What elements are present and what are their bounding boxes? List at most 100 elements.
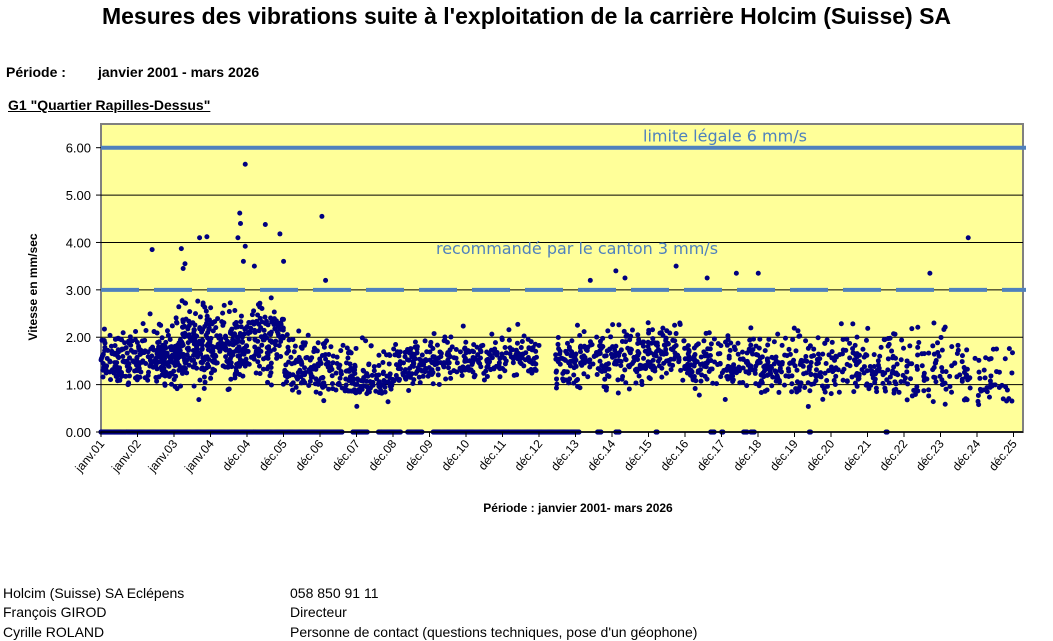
data-point xyxy=(337,375,343,381)
data-point xyxy=(343,368,349,374)
data-point xyxy=(158,322,164,328)
data-point xyxy=(338,368,344,374)
outlier-point xyxy=(204,234,210,240)
data-point xyxy=(351,389,357,395)
data-point xyxy=(417,380,423,386)
data-point xyxy=(955,347,961,353)
data-point xyxy=(981,367,987,373)
data-point xyxy=(182,365,188,371)
outlier-point xyxy=(197,235,203,241)
data-point xyxy=(972,355,978,361)
data-point xyxy=(396,377,402,383)
data-point xyxy=(391,346,397,352)
data-point xyxy=(555,334,561,340)
data-point xyxy=(208,335,214,341)
data-point xyxy=(606,366,612,372)
data-point xyxy=(646,375,652,381)
data-point xyxy=(168,381,174,387)
data-point xyxy=(696,392,702,398)
data-point xyxy=(793,348,799,354)
data-point xyxy=(939,365,945,371)
data-point xyxy=(838,321,844,327)
data-point xyxy=(786,368,792,374)
outlier-point xyxy=(237,210,243,216)
data-point xyxy=(837,352,843,358)
data-point xyxy=(305,332,311,338)
data-point xyxy=(223,345,229,351)
data-point xyxy=(345,350,351,356)
data-point xyxy=(892,379,898,385)
data-point xyxy=(326,386,332,392)
data-point xyxy=(766,336,772,342)
data-point xyxy=(789,381,795,387)
data-point xyxy=(699,372,705,378)
data-point xyxy=(120,353,126,359)
data-point xyxy=(182,300,188,306)
x-tick-label: déc.19 xyxy=(767,437,801,474)
data-point xyxy=(747,337,753,343)
data-point xyxy=(764,356,770,362)
data-point xyxy=(976,357,982,363)
outlier-point xyxy=(613,268,619,274)
data-point xyxy=(864,368,870,374)
data-point xyxy=(822,389,828,395)
data-point xyxy=(233,340,239,346)
data-point xyxy=(665,340,671,346)
x-tick-label: déc.16 xyxy=(657,437,691,474)
data-point xyxy=(701,363,707,369)
data-point xyxy=(200,355,206,361)
data-point xyxy=(623,339,629,345)
data-point xyxy=(967,385,973,391)
data-point xyxy=(762,348,768,354)
data-point xyxy=(635,332,641,338)
data-point xyxy=(280,316,286,322)
data-point xyxy=(966,375,972,381)
data-point xyxy=(192,361,198,367)
data-point xyxy=(835,367,841,373)
data-point xyxy=(291,349,297,355)
data-point xyxy=(962,366,968,372)
data-point xyxy=(943,386,949,392)
data-point xyxy=(406,349,412,355)
data-point xyxy=(265,364,271,370)
data-point xyxy=(582,344,588,350)
data-point xyxy=(619,376,625,382)
data-point xyxy=(269,319,275,325)
data-point xyxy=(442,334,448,340)
data-point xyxy=(757,355,763,361)
data-point xyxy=(148,361,154,367)
data-point xyxy=(488,347,494,353)
data-point xyxy=(347,376,353,382)
data-point xyxy=(477,347,483,353)
data-point xyxy=(195,298,201,304)
data-point xyxy=(118,374,124,380)
data-point xyxy=(406,371,412,377)
data-point xyxy=(908,376,914,382)
data-point xyxy=(246,336,252,342)
data-point xyxy=(618,363,624,369)
data-point xyxy=(663,336,669,342)
data-point xyxy=(909,326,915,332)
x-tick-label: déc.15 xyxy=(621,437,655,474)
data-point xyxy=(268,370,274,376)
data-point xyxy=(680,377,686,383)
data-point xyxy=(202,304,208,310)
data-point xyxy=(737,380,743,386)
data-point xyxy=(324,338,330,344)
data-point xyxy=(959,359,965,365)
data-point xyxy=(494,352,500,358)
data-point xyxy=(506,327,512,333)
data-point xyxy=(173,373,179,379)
data-point xyxy=(786,374,792,380)
data-point xyxy=(894,361,900,367)
data-point xyxy=(211,357,217,363)
data-point xyxy=(493,363,499,369)
data-point xyxy=(159,353,165,359)
data-point xyxy=(932,360,938,366)
data-point xyxy=(718,343,724,349)
data-point xyxy=(844,378,850,384)
data-point xyxy=(899,337,905,343)
data-point xyxy=(296,389,302,395)
data-point xyxy=(752,370,758,376)
data-point xyxy=(182,330,188,336)
